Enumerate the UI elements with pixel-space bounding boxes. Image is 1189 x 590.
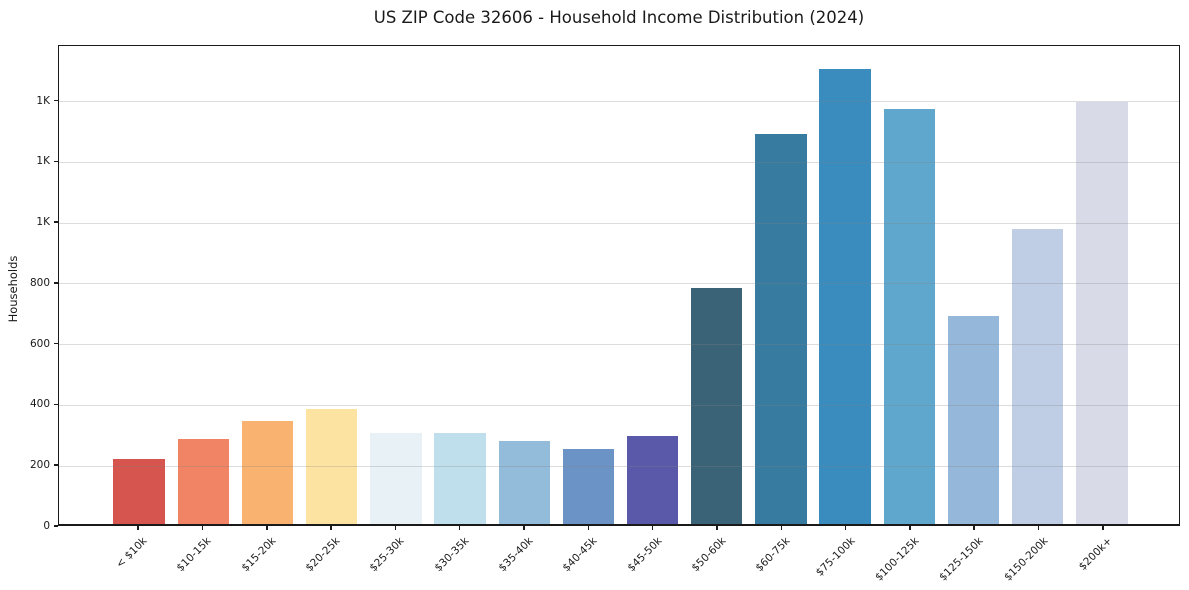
bar-slot: [941, 46, 1005, 524]
bar-slot: [492, 46, 556, 524]
bar-$45-50k: [626, 436, 679, 524]
x-tick-mark: [973, 526, 975, 530]
bars-row: [107, 46, 1134, 524]
x-tick-mark: [137, 526, 139, 530]
y-tick-label: 1K: [36, 94, 50, 107]
bar-$150-200k: [1012, 228, 1064, 524]
x-tick-mark: [844, 526, 847, 530]
bar-$125-150k: [947, 316, 1000, 524]
bar-$30-35k: [434, 432, 486, 524]
y-tick-mark: [54, 403, 58, 406]
y-tick-label: 200: [29, 459, 50, 472]
bar-$60-75k: [755, 133, 807, 524]
y-tick-label: 1K: [36, 155, 50, 168]
gridline: [59, 465, 1179, 467]
x-tick-mark: [523, 526, 525, 530]
gridline: [59, 101, 1179, 103]
bar-slot: [877, 46, 941, 524]
bar-$25-30k: [370, 433, 422, 524]
bar-slot: [428, 46, 492, 524]
bar-slot: [556, 46, 620, 524]
bar-slot: [364, 46, 428, 524]
x-tick-mark: [394, 526, 397, 530]
y-tick-mark: [54, 525, 58, 527]
bar-slot: [1070, 46, 1134, 524]
y-tick-label: 800: [29, 276, 50, 289]
y-tick-label: 600: [29, 337, 50, 350]
bar-< $10k: [113, 459, 165, 524]
x-tick-mark: [780, 526, 783, 530]
bar-$40-45k: [562, 449, 615, 524]
y-tick-label: 1K: [36, 216, 50, 229]
bar-$100-125k: [883, 109, 936, 524]
bar-slot: [813, 46, 877, 524]
x-tick-mark: [330, 526, 332, 530]
bar-slot: [1006, 46, 1070, 524]
plot-area: [58, 45, 1180, 526]
x-tick-mark: [909, 526, 911, 530]
y-tick-mark: [54, 464, 58, 466]
gridline: [59, 222, 1179, 224]
chart-title: US ZIP Code 32606 - Household Income Dis…: [373, 8, 865, 27]
y-tick-mark: [54, 282, 58, 284]
y-tick-label: 400: [29, 398, 50, 411]
y-tick-mark: [54, 221, 58, 223]
bar-slot: [685, 46, 749, 524]
x-tick-label: < $10k: [114, 535, 150, 571]
y-tick-label: 0: [43, 520, 50, 532]
bar-$10-15k: [177, 438, 229, 524]
y-tick-mark: [54, 99, 58, 102]
y-axis-label-text: Households: [6, 255, 20, 323]
x-tick-mark: [1037, 526, 1040, 530]
bar-slot: [235, 46, 299, 524]
gridline: [59, 161, 1179, 163]
bar-slot: [107, 46, 171, 524]
x-tick-mark: [201, 526, 204, 530]
bar-$75-100k: [819, 68, 871, 524]
bar-$35-40k: [498, 440, 550, 524]
x-tick-mark: [716, 526, 718, 530]
x-tick-mark: [458, 526, 461, 530]
x-tick-mark: [587, 526, 590, 530]
bar-slot: [749, 46, 813, 524]
y-tick-mark: [54, 160, 58, 163]
bar-$200k+: [1076, 102, 1128, 524]
bar-slot: [300, 46, 364, 524]
x-tick-mark: [1102, 526, 1104, 530]
gridline: [59, 344, 1179, 346]
x-tick-mark: [651, 526, 654, 530]
bar-$15-20k: [241, 421, 294, 524]
x-tick-mark: [266, 526, 268, 530]
gridline: [59, 283, 1179, 285]
y-tick-mark: [54, 342, 58, 345]
bar-$50-60k: [691, 288, 743, 524]
bar-slot: [171, 46, 235, 524]
bar-$20-25k: [305, 408, 358, 524]
bar-slot: [621, 46, 685, 524]
gridline: [59, 404, 1179, 406]
